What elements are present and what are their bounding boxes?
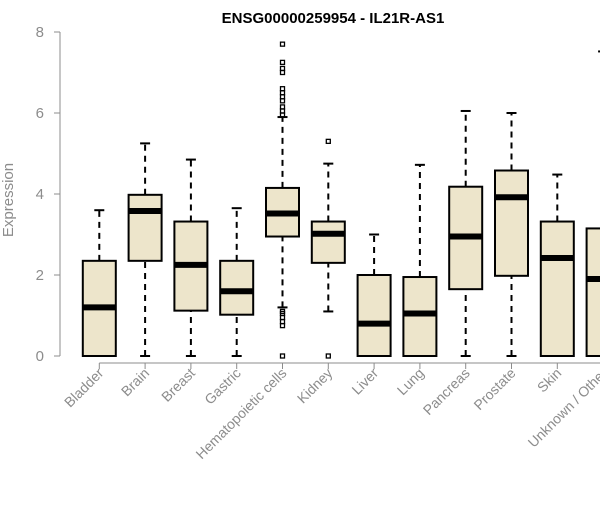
outlier-point bbox=[279, 104, 286, 110]
x-tick-label: Liver bbox=[348, 365, 381, 398]
x-tick-label: Lung bbox=[394, 365, 427, 398]
box-group-kidney: Kidney bbox=[294, 138, 346, 407]
outlier-point bbox=[325, 353, 331, 359]
outlier-point bbox=[279, 308, 286, 315]
box-group-gastric: Gastric bbox=[201, 207, 255, 408]
outlier-point bbox=[325, 138, 331, 145]
outlier-point bbox=[279, 86, 286, 92]
x-tick-label: Gastric bbox=[201, 365, 244, 408]
outlier-point bbox=[279, 353, 286, 359]
box-iqr bbox=[219, 259, 255, 316]
x-tick-label: Brain bbox=[118, 365, 152, 399]
x-tick-label: Pancreas bbox=[420, 365, 473, 418]
box-iqr bbox=[402, 276, 438, 357]
outlier-point bbox=[279, 318, 286, 325]
outlier-point bbox=[279, 90, 286, 96]
box-group-brain: Brain bbox=[118, 142, 163, 399]
box-group-pancreas: Pancreas bbox=[420, 109, 484, 418]
box-iqr bbox=[127, 193, 163, 262]
box-group-liver: Liver bbox=[348, 233, 392, 398]
box-iqr bbox=[310, 220, 346, 264]
y-tick-label: 4 bbox=[36, 186, 44, 203]
x-tick-label: Breast bbox=[158, 365, 198, 405]
outlier-point bbox=[279, 94, 286, 100]
box-group-skin: Skin bbox=[534, 173, 575, 396]
outlier-point bbox=[279, 69, 286, 76]
box-iqr bbox=[585, 227, 600, 357]
y-tick-label: 6 bbox=[36, 105, 44, 122]
y-tick-label: 0 bbox=[36, 348, 44, 365]
outlier-point bbox=[279, 65, 286, 72]
box-iqr bbox=[539, 220, 575, 357]
y-tick-label: 8 bbox=[36, 24, 44, 41]
x-tick-label: Prostate bbox=[470, 365, 518, 413]
outlier-point bbox=[279, 112, 286, 118]
y-tick-label: 2 bbox=[36, 267, 44, 284]
outlier-point bbox=[279, 41, 286, 47]
x-tick-label: Skin bbox=[534, 365, 565, 396]
y-axis-label: Expression bbox=[0, 163, 17, 237]
x-tick-label: Kidney bbox=[294, 365, 336, 407]
chart-title: ENSG00000259954 - IL21R-AS1 bbox=[222, 10, 445, 27]
x-tick-label: Bladder bbox=[61, 365, 107, 411]
box-iqr bbox=[356, 274, 392, 357]
box-iqr bbox=[494, 169, 529, 277]
box-group-bladder: Bladder bbox=[61, 209, 117, 411]
outlier-point bbox=[279, 59, 286, 66]
x-tick-label: Hematopoietic cells bbox=[192, 365, 289, 462]
plot-area: 0 2 4 6 8 Bladder Brain Breast GastricHematopoie… bbox=[36, 24, 600, 462]
box-group-breast: Breast bbox=[158, 158, 209, 405]
